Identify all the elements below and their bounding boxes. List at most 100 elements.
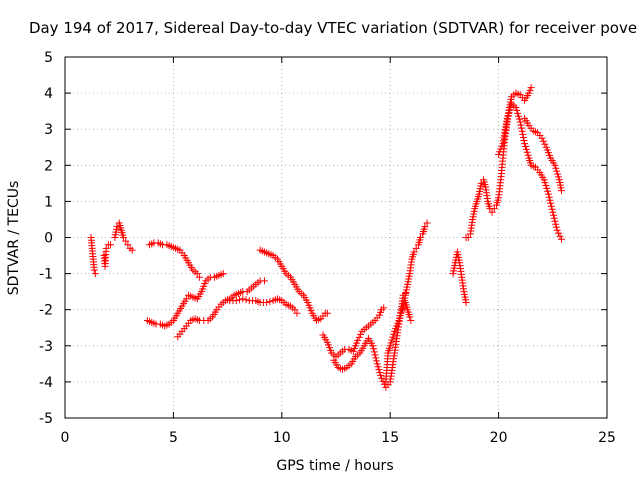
data-point [553,167,561,175]
data-point [369,342,377,350]
y-tick-label: -4 [39,375,53,391]
data-point [521,140,529,148]
data-point [242,296,250,304]
data-point [513,106,521,114]
data-point [377,371,385,379]
data-point [556,232,564,240]
data-point [410,248,418,256]
data-point [544,190,552,198]
data-point [538,134,546,142]
data-point [552,220,560,228]
data-point [390,330,398,338]
data-point [219,270,227,278]
data-point [550,211,558,219]
y-tick-label: 4 [44,86,53,102]
data-point [519,133,527,141]
data-point [504,111,512,119]
data-point [522,145,530,153]
data-point [557,187,565,195]
data-point [380,304,388,312]
axis-ticks [64,56,608,419]
data-point [555,229,563,237]
x-tick-label: 25 [598,430,616,446]
data-point [542,182,550,190]
data-point [373,360,381,368]
data-point [128,246,136,254]
data-point [372,354,380,362]
data-point [544,187,552,195]
data-point [90,266,98,274]
data-point [548,205,556,213]
y-tick-labels: -5 -4 -3 -2 -1 0 1 2 3 4 5 [39,50,53,427]
data-point [517,121,525,129]
y-tick-label: 0 [44,231,53,247]
data-point [91,270,99,278]
data-point [370,345,378,353]
data-point [520,137,528,145]
data-point [543,184,551,192]
data-point [554,173,562,181]
data-point [423,219,431,227]
data-point [516,118,524,126]
data-point [551,161,559,169]
data-point [388,336,396,344]
y-tick-label: -1 [39,267,53,283]
data-point [122,237,130,245]
y-tick-label: 5 [44,50,53,66]
grid-lines [65,57,607,418]
data-point [512,104,520,112]
data-point [541,140,549,148]
data-point [386,342,394,350]
data-point [545,193,553,201]
data-point [518,124,526,132]
data-point [354,336,362,344]
x-tick-label: 10 [273,430,291,446]
data-point [506,106,514,114]
data-point [239,295,247,303]
data-point [552,223,560,231]
data-points [87,84,565,391]
data-point [120,234,128,241]
x-tick-label: 15 [381,430,399,446]
data-point [195,273,203,281]
data-point [515,115,523,123]
data-point [515,112,523,120]
data-point [557,235,565,243]
data-point [551,217,559,225]
y-tick-label: -2 [39,303,53,319]
data-point [375,366,383,374]
data-point [553,226,561,234]
data-point [407,317,415,325]
data-point [519,130,527,138]
data-point [539,137,547,145]
data-point [507,103,515,111]
data-point [113,223,121,231]
x-tick-label: 5 [169,430,178,446]
data-point [107,241,115,249]
data-point [232,297,240,305]
data-point [552,164,560,172]
data-point [323,309,331,317]
data-point [371,351,379,359]
data-point [464,234,472,241]
data-point [389,333,397,341]
data-point [547,202,555,210]
x-axis-label: GPS time / hours [276,458,393,474]
data-point [514,109,522,117]
data-point [263,298,271,306]
data-point [266,298,274,306]
data-point [355,333,363,341]
data-point [505,109,513,117]
data-point [523,148,531,156]
data-point [540,176,548,184]
data-point [260,277,268,285]
data-point [412,244,420,252]
data-point [521,143,529,151]
data-point [374,363,382,371]
data-point [462,298,470,306]
chart-title: Day 194 of 2017, Sidereal Day-to-day VTE… [29,19,637,37]
data-point [291,306,299,314]
data-point [236,296,244,304]
data-point [372,357,380,365]
